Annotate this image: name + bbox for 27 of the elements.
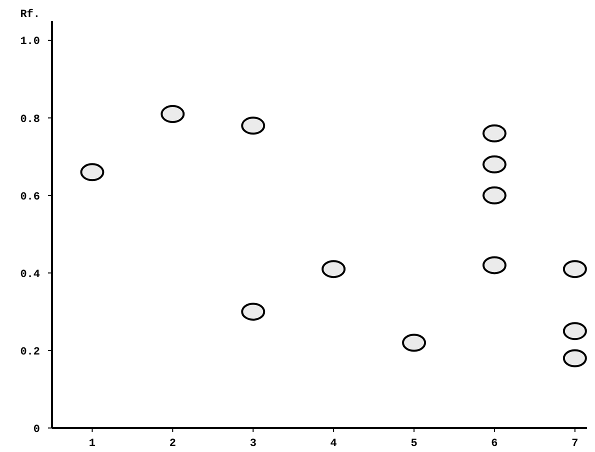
x-tick-label: 2 — [169, 438, 176, 450]
point — [322, 260, 346, 278]
point — [482, 155, 506, 174]
point — [562, 349, 587, 368]
x-tick-label: 3 — [250, 438, 257, 450]
x-tick-label: 7 — [572, 438, 578, 450]
point — [80, 163, 104, 182]
point — [241, 302, 266, 321]
y-tick-label: 0.6 — [20, 191, 40, 204]
y-axis-title: Rf. — [20, 8, 40, 21]
y-tick-label: 0 — [33, 424, 40, 436]
x-tick-label: 5 — [410, 438, 418, 450]
point — [241, 116, 266, 135]
point — [482, 186, 506, 204]
point — [562, 260, 587, 278]
y-tick-label: 0.2 — [20, 346, 40, 358]
x-tick-label: 4 — [330, 438, 338, 450]
point — [562, 322, 587, 340]
point — [160, 105, 185, 124]
x-tick-label: 1 — [88, 438, 96, 450]
y-tick-label: 0.4 — [20, 268, 40, 281]
y-tick-label: 0.8 — [20, 114, 40, 126]
point — [482, 124, 506, 142]
point — [482, 256, 506, 274]
point — [402, 334, 426, 352]
x-tick-label: 6 — [491, 438, 498, 450]
y-tick-label: 1.0 — [20, 36, 40, 48]
